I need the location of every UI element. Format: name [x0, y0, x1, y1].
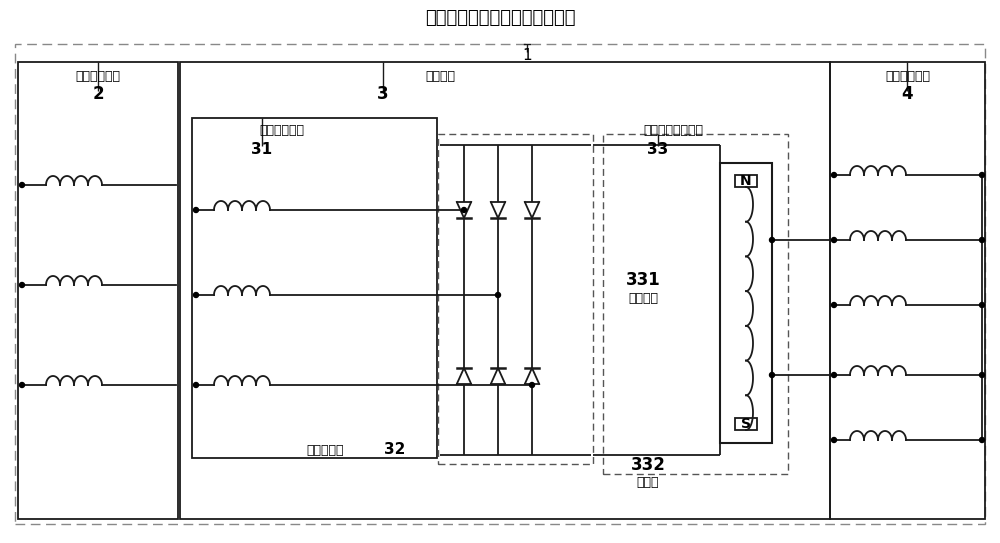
Text: 定子励磁绕组: 定子励磁绕组	[76, 70, 121, 83]
Text: 永磁体: 永磁体	[637, 477, 659, 489]
Text: 331: 331	[626, 271, 660, 289]
Circle shape	[831, 438, 836, 443]
Circle shape	[979, 237, 984, 243]
Circle shape	[831, 173, 836, 178]
Text: 4: 4	[902, 85, 913, 103]
Text: 332: 332	[631, 456, 665, 474]
Text: 电机转子: 电机转子	[425, 70, 455, 83]
Text: 转子励磁绕组: 转子励磁绕组	[260, 123, 305, 136]
Bar	[15, 44, 985, 524]
Bar	[603, 134, 788, 474]
Text: 1: 1	[522, 47, 532, 62]
Bar	[180, 62, 830, 519]
Bar	[735, 175, 757, 187]
Bar	[830, 62, 985, 519]
Text: 直流绕组: 直流绕组	[628, 292, 658, 305]
Circle shape	[194, 293, 199, 298]
Bar	[192, 118, 437, 458]
Circle shape	[769, 237, 774, 243]
Circle shape	[831, 237, 836, 243]
Circle shape	[979, 302, 984, 307]
Circle shape	[496, 293, 501, 298]
Bar	[438, 134, 593, 464]
Bar	[18, 62, 178, 519]
Circle shape	[20, 182, 25, 187]
Circle shape	[979, 173, 984, 178]
Text: 33: 33	[647, 142, 669, 156]
Circle shape	[20, 382, 25, 388]
Circle shape	[530, 382, 534, 388]
Text: 旋转整流器: 旋转整流器	[306, 444, 344, 457]
Circle shape	[979, 372, 984, 377]
Text: 2: 2	[92, 85, 104, 103]
Bar	[735, 418, 757, 430]
Text: 32: 32	[384, 443, 406, 458]
Circle shape	[831, 372, 836, 377]
Circle shape	[20, 282, 25, 287]
Circle shape	[194, 382, 199, 388]
Text: 定子功率绕组: 定子功率绕组	[885, 70, 930, 83]
Bar	[720, 163, 772, 443]
Text: 无刷交流复合励磁无刷直流电机: 无刷交流复合励磁无刷直流电机	[425, 9, 575, 27]
Text: N: N	[740, 174, 752, 188]
Circle shape	[462, 207, 466, 212]
Circle shape	[769, 372, 774, 377]
Text: S: S	[741, 417, 751, 431]
Circle shape	[831, 302, 836, 307]
Circle shape	[194, 207, 199, 212]
Text: 31: 31	[251, 142, 273, 156]
Circle shape	[979, 438, 984, 443]
Text: 3: 3	[377, 85, 389, 103]
Text: 转子功率励磁单元: 转子功率励磁单元	[643, 123, 703, 136]
